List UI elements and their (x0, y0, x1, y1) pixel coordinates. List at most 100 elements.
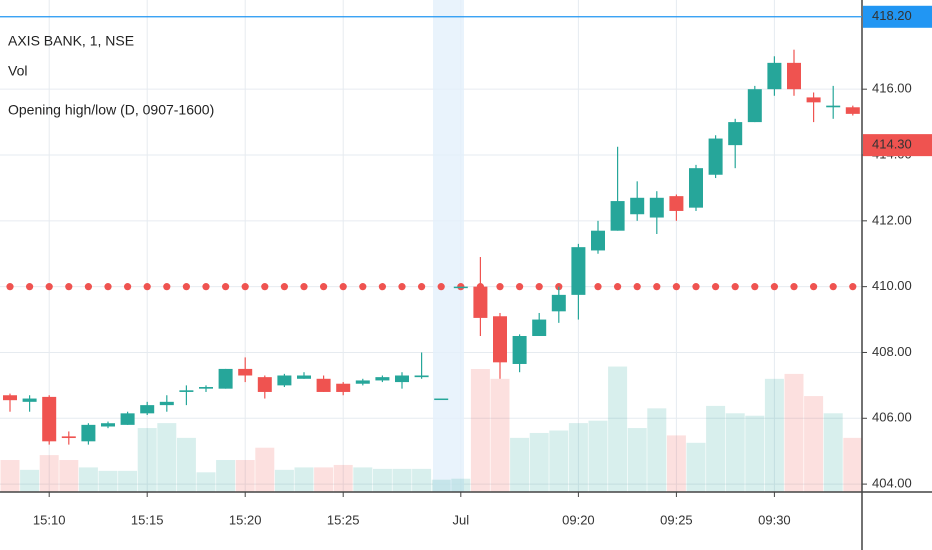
opening-level-dot (731, 283, 739, 291)
price-label-box (863, 134, 932, 157)
candle-body (297, 375, 311, 379)
axis-layer: 404.00406.00408.00410.00412.00414.00416.… (0, 5, 932, 527)
opening-level-dot (6, 283, 14, 291)
legend-entry: Vol (8, 63, 27, 79)
candle-body (336, 383, 351, 392)
grid (0, 0, 862, 492)
candle-body (591, 230, 605, 251)
candle-body (532, 319, 547, 337)
candle-body (375, 377, 390, 381)
volume-bar (627, 428, 647, 492)
opening-level-dot (124, 283, 132, 291)
candle-body (434, 398, 449, 401)
candle-body (238, 368, 253, 376)
opening-level-dot (614, 283, 622, 291)
opening-level-dot (202, 283, 210, 291)
volume-bar (490, 378, 510, 492)
candle-body (728, 122, 743, 146)
legend-entry: Opening high/low (D, 0907-1600) (8, 102, 214, 118)
opening-level-dot (829, 283, 837, 291)
candle-body (493, 316, 507, 363)
opening-level-dot (535, 283, 543, 291)
volume-bar (764, 378, 784, 492)
x-tick-label: 09:30 (758, 512, 791, 527)
candle-body (199, 387, 213, 389)
volume-bar (98, 470, 118, 492)
candle-body (708, 138, 723, 175)
candle-body (767, 62, 782, 90)
opening-level-dot (751, 283, 759, 291)
candle-body (551, 294, 566, 312)
candle-body (316, 378, 331, 392)
volume-bar (784, 373, 804, 492)
volume-bar (137, 428, 157, 492)
candle-body (845, 107, 860, 114)
volume-bar (353, 467, 373, 492)
y-tick-label: 406.00 (872, 410, 912, 425)
opening-level-dot (712, 283, 720, 291)
volume-bar (274, 469, 294, 492)
opening-level-dot (104, 283, 112, 291)
opening-level-dot (359, 283, 367, 291)
volume-bar (39, 455, 59, 492)
volume-bar (686, 442, 706, 492)
opening-level-dot (241, 283, 249, 291)
x-tick-label: 15:10 (33, 512, 66, 527)
volume-bar (745, 415, 765, 492)
candle-body (81, 424, 96, 442)
volume-bar (0, 460, 20, 492)
price-label-box (863, 5, 932, 28)
candle-layer (3, 49, 860, 445)
opening-level-dot (222, 283, 230, 291)
volume-bar (372, 468, 392, 492)
candle-body (806, 97, 821, 103)
candle-body (414, 375, 429, 378)
x-tick-label: 15:15 (131, 512, 164, 527)
volume-bar (412, 468, 432, 492)
opening-level-dot (437, 283, 445, 291)
candle-body (42, 396, 57, 442)
volume-bar (823, 413, 843, 492)
opening-level-dot (261, 283, 269, 291)
opening-level-dot (339, 283, 347, 291)
opening-level-dot (770, 283, 779, 291)
opening-level-dot (790, 283, 798, 291)
volume-bar (804, 396, 824, 492)
volume-bar (568, 423, 588, 492)
y-tick-label: 416.00 (872, 81, 912, 96)
volume-bar (196, 472, 216, 492)
opening-level-dot (672, 283, 681, 291)
opening-level-dot (65, 283, 73, 291)
candle-body (257, 377, 272, 392)
volume-bar (235, 460, 255, 492)
candle-body (277, 375, 292, 386)
volume-bar (510, 437, 530, 492)
candle-body (787, 62, 801, 90)
opening-level-dot (594, 283, 602, 291)
candle-body (355, 380, 370, 384)
volume-bar (314, 467, 334, 492)
volume-bar (59, 460, 79, 492)
y-tick-label: 410.00 (872, 278, 912, 293)
candle-body (159, 401, 174, 406)
opening-level-dot (516, 283, 524, 291)
volume-bar (216, 460, 236, 492)
volume-bar (451, 478, 471, 492)
candle-body (61, 436, 76, 439)
candle-body (473, 286, 488, 318)
candle-body (120, 413, 135, 425)
opening-level-dot (496, 283, 504, 291)
volume-bar (255, 447, 275, 492)
volume-bar (588, 420, 608, 492)
volume-bar (647, 408, 667, 492)
candle-body (669, 196, 684, 211)
session-break (433, 0, 464, 492)
volume-bar (608, 366, 628, 492)
volume-bar (294, 467, 314, 492)
candle-body (610, 201, 625, 231)
opening-level-dot (163, 283, 171, 291)
candle-body (512, 336, 527, 364)
opening-level-dot (633, 283, 641, 291)
candle-body (179, 390, 194, 392)
